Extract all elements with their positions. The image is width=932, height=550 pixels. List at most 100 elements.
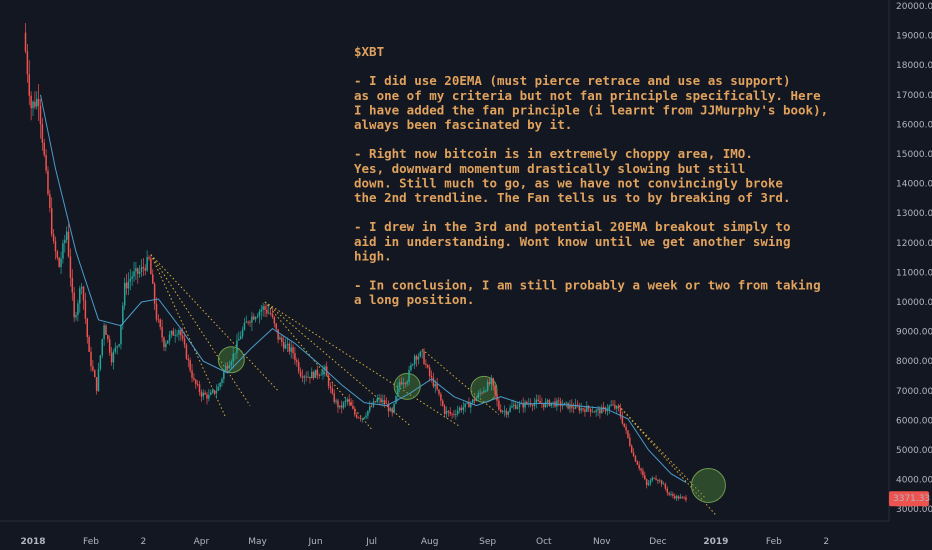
candle-body[interactable] [602,407,605,409]
candle-body[interactable] [421,351,423,353]
candle-body[interactable] [535,399,538,403]
candle-body[interactable] [601,407,603,414]
candle-body[interactable] [284,344,287,349]
fan-line[interactable] [618,405,706,498]
candle-body[interactable] [434,383,437,387]
candle-body[interactable] [501,411,504,412]
candle-body[interactable] [150,258,152,275]
candle-body[interactable] [305,376,307,378]
candle-body[interactable] [647,483,650,485]
candle-body[interactable] [312,371,315,378]
candle-body[interactable] [374,401,377,403]
candle-body[interactable] [593,411,596,413]
candle-body[interactable] [77,303,79,315]
candle-body[interactable] [125,282,128,289]
candle-body[interactable] [153,283,156,304]
candle-body[interactable] [432,377,435,387]
candle-body[interactable] [200,391,203,397]
candle-body[interactable] [668,492,670,495]
candle-body[interactable] [475,397,478,402]
candle-body[interactable] [640,468,642,471]
candle-body[interactable] [685,497,687,500]
candle-body[interactable] [645,479,648,485]
candle-body[interactable] [382,400,384,403]
candle-body[interactable] [565,402,567,404]
candle-body[interactable] [361,418,364,420]
candle-body[interactable] [672,494,674,496]
candle-body[interactable] [357,417,360,419]
candle-body[interactable] [131,276,133,279]
candle-body[interactable] [657,479,659,482]
candle-body[interactable] [118,344,120,347]
candle-body[interactable] [97,368,100,391]
candle-body[interactable] [299,371,302,377]
candle-body[interactable] [103,325,105,340]
candle-body[interactable] [226,365,229,369]
candle-body[interactable] [595,410,597,413]
candle-body[interactable] [591,411,594,413]
candle-body[interactable] [88,337,90,352]
candle-body[interactable] [290,347,292,352]
candle-body[interactable] [455,414,457,415]
candle-body[interactable] [567,402,569,409]
candle-body[interactable] [339,405,341,408]
candle-body[interactable] [107,334,109,340]
candle-body[interactable] [546,400,549,402]
candle-body[interactable] [234,352,236,354]
candle-body[interactable] [556,400,558,407]
candle-body[interactable] [213,390,216,394]
candle-body[interactable] [286,343,289,345]
candle-body[interactable] [615,406,618,409]
candle-body[interactable] [606,409,609,412]
candle-body[interactable] [99,355,102,369]
candle-body[interactable] [391,408,393,413]
candle-body[interactable] [166,340,169,344]
candle-body[interactable] [142,267,145,269]
candle-body[interactable] [511,406,513,408]
candle-body[interactable] [337,400,339,408]
candle-body[interactable] [282,341,285,349]
candle-body[interactable] [486,382,489,391]
candle-body[interactable] [404,383,407,385]
candle-body[interactable] [492,378,495,386]
candle-body[interactable] [462,407,465,411]
candle-body[interactable] [423,351,425,365]
candle-body[interactable] [93,370,96,378]
candle-body[interactable] [494,385,496,395]
candle-body[interactable] [161,327,163,338]
candle-body[interactable] [634,455,637,462]
candle-body[interactable] [557,400,560,402]
candle-body[interactable] [524,401,526,408]
candle-body[interactable] [43,142,45,156]
candle-body[interactable] [571,404,573,408]
candle-body[interactable] [632,452,635,456]
candle-body[interactable] [623,423,625,427]
candle-body[interactable] [47,170,49,195]
candle-body[interactable] [408,369,410,382]
fan-line[interactable] [150,254,279,392]
candle-body[interactable] [649,480,652,484]
candle-body[interactable] [460,407,463,411]
candle-body[interactable] [586,405,588,412]
candle-body[interactable] [45,155,47,171]
candle-body[interactable] [256,316,259,318]
candle-body[interactable] [30,95,32,109]
candle-body[interactable] [269,312,272,314]
candle-body[interactable] [552,401,554,403]
candle-body[interactable] [385,403,388,405]
candle-body[interactable] [65,231,68,240]
candle-body[interactable] [614,404,616,409]
candle-body[interactable] [436,383,438,390]
candle-body[interactable] [34,101,36,107]
candle-body[interactable] [228,365,231,369]
candle-body[interactable] [264,306,266,310]
candle-body[interactable] [253,316,255,320]
candle-body[interactable] [683,496,685,498]
candle-body[interactable] [365,415,367,418]
candle-body[interactable] [254,317,257,320]
candle-body[interactable] [198,384,201,392]
candle-body[interactable] [146,257,148,271]
candle-body[interactable] [318,375,321,376]
candle-body[interactable] [196,384,199,386]
candle-body[interactable] [413,356,416,365]
